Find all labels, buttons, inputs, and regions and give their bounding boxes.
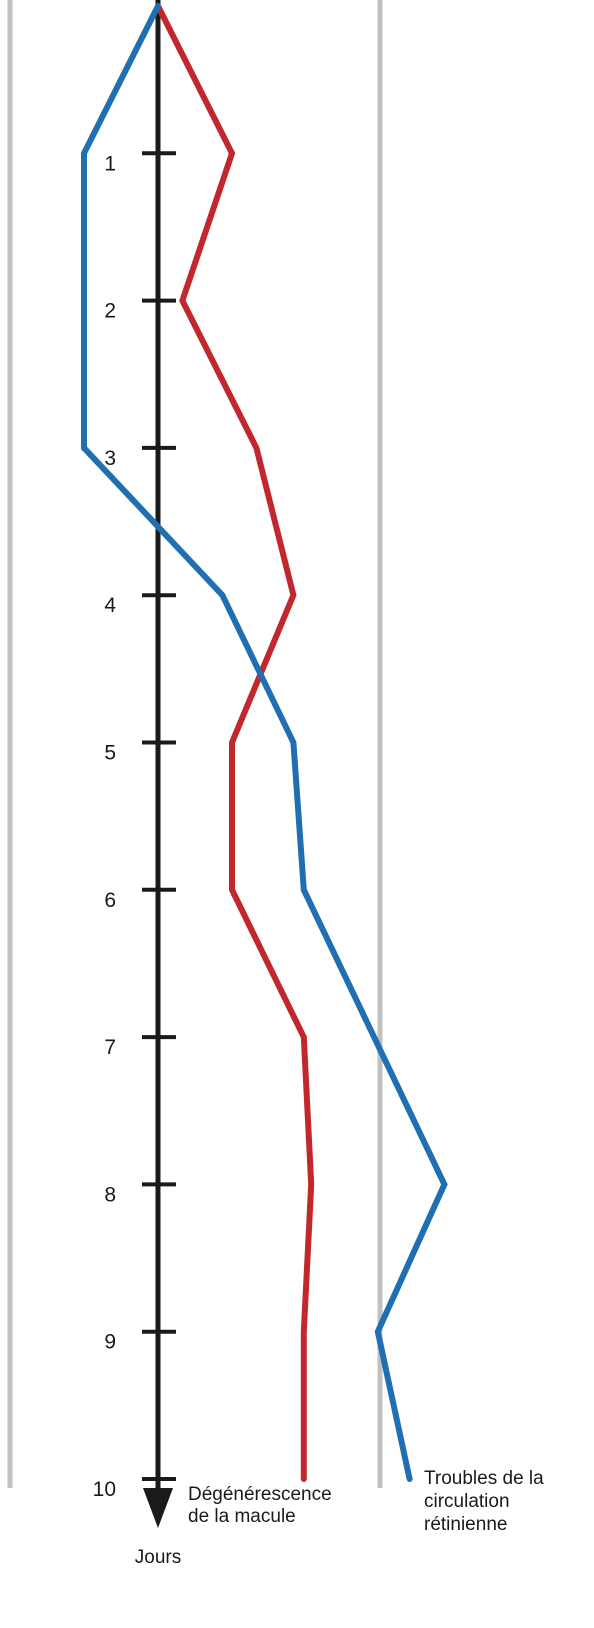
axis-arrow-icon — [143, 1488, 173, 1528]
axis-label: Jours — [135, 1547, 181, 1568]
series-label-line: Troubles de la — [424, 1468, 544, 1489]
reference-lines — [7, 0, 383, 1488]
series-line-degenerescence-macule — [155, 3, 315, 1482]
tick-label: 10 — [93, 1478, 116, 1501]
series-lines — [81, 3, 448, 1482]
tick-label: 7 — [104, 1036, 116, 1059]
tick-label: 2 — [104, 300, 116, 323]
tick-label: 1 — [104, 152, 116, 175]
series-label-line: rétinienne — [424, 1514, 507, 1535]
tick-label: 5 — [104, 742, 116, 765]
series-label-line: circulation — [424, 1491, 510, 1512]
tick-label: 6 — [104, 889, 116, 912]
tick-label: 4 — [104, 594, 116, 617]
tick-label: 8 — [104, 1183, 116, 1206]
series-line-troubles-circulation — [81, 3, 448, 1482]
tick-label: 9 — [104, 1331, 116, 1354]
series-label-line: Dégénérescence — [188, 1484, 332, 1505]
series-label-line: de la macule — [188, 1506, 296, 1527]
tick-label: 3 — [104, 447, 116, 470]
day-axis: 1 2 3 4 5 6 7 8 9 10 — [93, 0, 176, 1528]
